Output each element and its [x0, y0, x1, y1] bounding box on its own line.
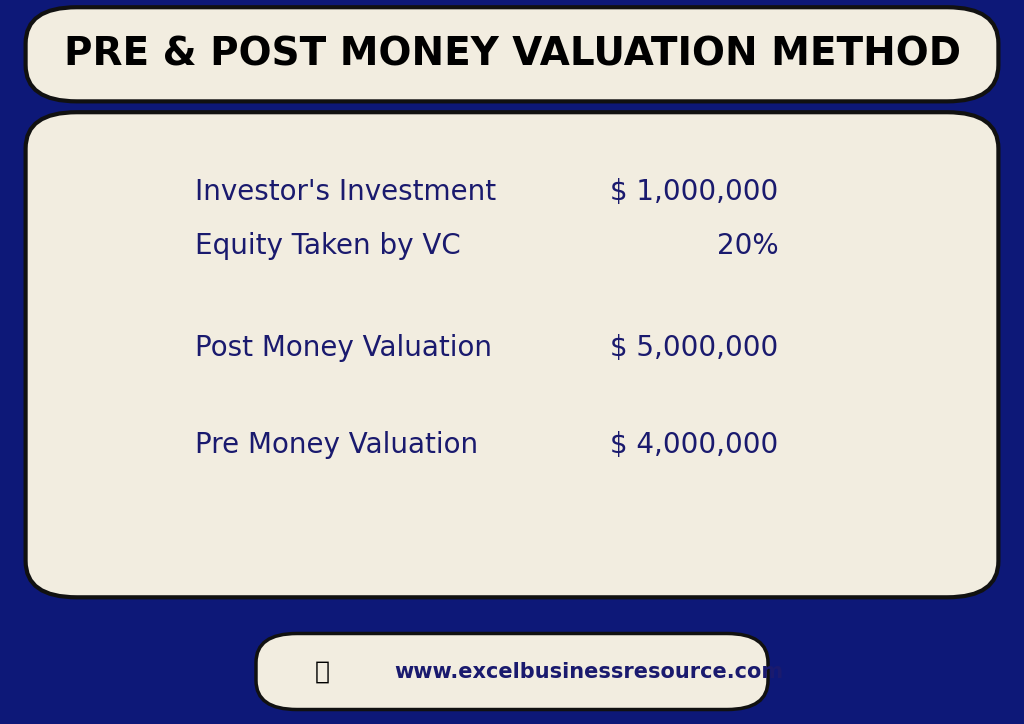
FancyBboxPatch shape [26, 112, 998, 597]
FancyBboxPatch shape [256, 634, 768, 710]
FancyBboxPatch shape [26, 7, 998, 101]
Text: Investor's Investment: Investor's Investment [195, 178, 496, 206]
Text: $ 1,000,000: $ 1,000,000 [610, 178, 778, 206]
Text: www.excelbusinessresource.com: www.excelbusinessresource.com [394, 662, 783, 681]
Text: 💡: 💡 [315, 660, 330, 683]
Text: 20%: 20% [717, 232, 778, 260]
Text: $ 5,000,000: $ 5,000,000 [610, 334, 778, 361]
Text: Equity Taken by VC: Equity Taken by VC [195, 232, 461, 260]
Text: $ 4,000,000: $ 4,000,000 [610, 432, 778, 459]
Text: Pre Money Valuation: Pre Money Valuation [195, 432, 477, 459]
Text: Post Money Valuation: Post Money Valuation [195, 334, 492, 361]
Text: PRE & POST MONEY VALUATION METHOD: PRE & POST MONEY VALUATION METHOD [63, 35, 961, 73]
